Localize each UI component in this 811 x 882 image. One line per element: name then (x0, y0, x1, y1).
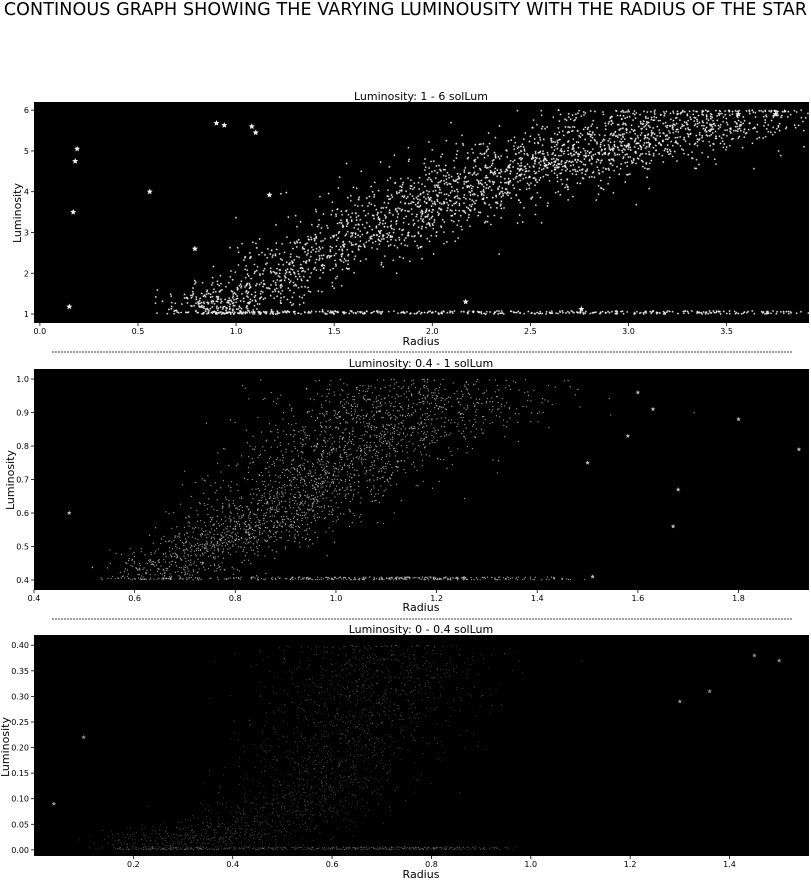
y-tick-label: 0.00 (11, 846, 29, 855)
x-tick-label: 2.5 (524, 327, 537, 336)
y-tick-label: 5 (24, 147, 29, 156)
x-tick-label: 0.2 (127, 860, 140, 869)
panel-1-x-label: Radius (403, 335, 440, 348)
x-tick-label: 3.0 (622, 327, 635, 336)
x-tick-label: 1.0 (230, 327, 243, 336)
y-tick-label: 2 (24, 269, 29, 278)
panel-3: Luminosity: 0 - 0.4 solLum 0.2 0.4 0.6 0.8 1… (0, 623, 809, 881)
y-tick-label: 0.10 (11, 795, 29, 804)
y-tick-label: 0.4 (16, 576, 29, 585)
y-tick-label: 4 (24, 188, 29, 197)
panel-2-y-label: Luminosity (4, 450, 17, 510)
panel-2-title: Luminosity: 0.4 - 1 solLum (349, 357, 493, 370)
panel-1-plot-area (34, 102, 809, 323)
y-tick-label: 0.25 (11, 718, 29, 727)
y-tick-label: 0.7 (16, 476, 29, 485)
x-tick-label: 1.0 (330, 594, 343, 603)
y-tick-label: 0.20 (11, 744, 29, 753)
panel-2-x-ticks: 0.4 0.6 0.8 1.0 1.2 1.4 1.6 1.8 (28, 590, 745, 603)
x-tick-label: 0.4 (226, 860, 239, 869)
y-tick-label: 1 (24, 310, 29, 319)
panel-1-y-label: Luminosity (11, 183, 24, 243)
x-tick-label: 0.5 (132, 327, 145, 336)
x-tick-label: 1.5 (328, 327, 341, 336)
y-tick-label: 0.15 (11, 769, 29, 778)
x-tick-label: 0.6 (326, 860, 339, 869)
panel-1: Luminosity: 1 - 6 solLum 0.0 0.5 1.0 1.5 2.0… (11, 90, 810, 352)
x-tick-label: 0.0 (34, 327, 47, 336)
panel-1-title: Luminosity: 1 - 6 solLum (354, 90, 488, 103)
panel-3-y-ticks: 0.00 0.05 0.10 0.15 0.20 0.25 0.30 0.35 0.40 (11, 641, 34, 855)
x-tick-label: 1.8 (732, 594, 745, 603)
panel-2-y-ticks: 0.4 0.5 0.6 0.7 0.8 0.9 1.0 (16, 375, 34, 585)
panel-3-title: Luminosity: 0 - 0.4 solLum (349, 623, 493, 636)
x-tick-label: 1.4 (723, 860, 736, 869)
y-tick-label: 6 (24, 106, 29, 115)
x-tick-label: 1.6 (632, 594, 645, 603)
x-tick-label: 3.5 (720, 327, 733, 336)
panel-2-x-label: Radius (403, 601, 440, 614)
panel-3-plot-area (34, 635, 809, 856)
panel-2: Luminosity: 0.4 - 1 solLum 0.4 0.6 0.8 1.0 1… (4, 357, 809, 619)
panel-3-x-label: Radius (403, 868, 440, 881)
panel-1-x-ticks: 0.0 0.5 1.0 1.5 2.0 2.5 3.0 3.5 (34, 323, 733, 336)
y-tick-label: 0.8 (16, 442, 29, 451)
y-tick-label: 3 (24, 228, 29, 237)
x-tick-label: 0.6 (128, 594, 141, 603)
y-tick-label: 1.0 (16, 375, 29, 384)
y-tick-label: 0.40 (11, 641, 29, 650)
x-tick-label: 0.4 (28, 594, 41, 603)
y-tick-label: 0.05 (11, 820, 29, 829)
x-tick-label: 1.4 (531, 594, 544, 603)
y-tick-label: 0.35 (11, 667, 29, 676)
x-tick-label: 0.8 (229, 594, 242, 603)
panel-3-y-label: Luminosity (0, 717, 12, 777)
panel-1-y-ticks: 1 2 3 4 5 6 (24, 106, 34, 319)
x-tick-label: 1.2 (624, 860, 637, 869)
y-tick-label: 0.5 (16, 542, 29, 551)
y-tick-label: 0.30 (11, 692, 29, 701)
y-tick-label: 0.6 (16, 509, 29, 518)
x-tick-label: 1.0 (524, 860, 537, 869)
y-tick-label: 0.9 (16, 409, 29, 418)
